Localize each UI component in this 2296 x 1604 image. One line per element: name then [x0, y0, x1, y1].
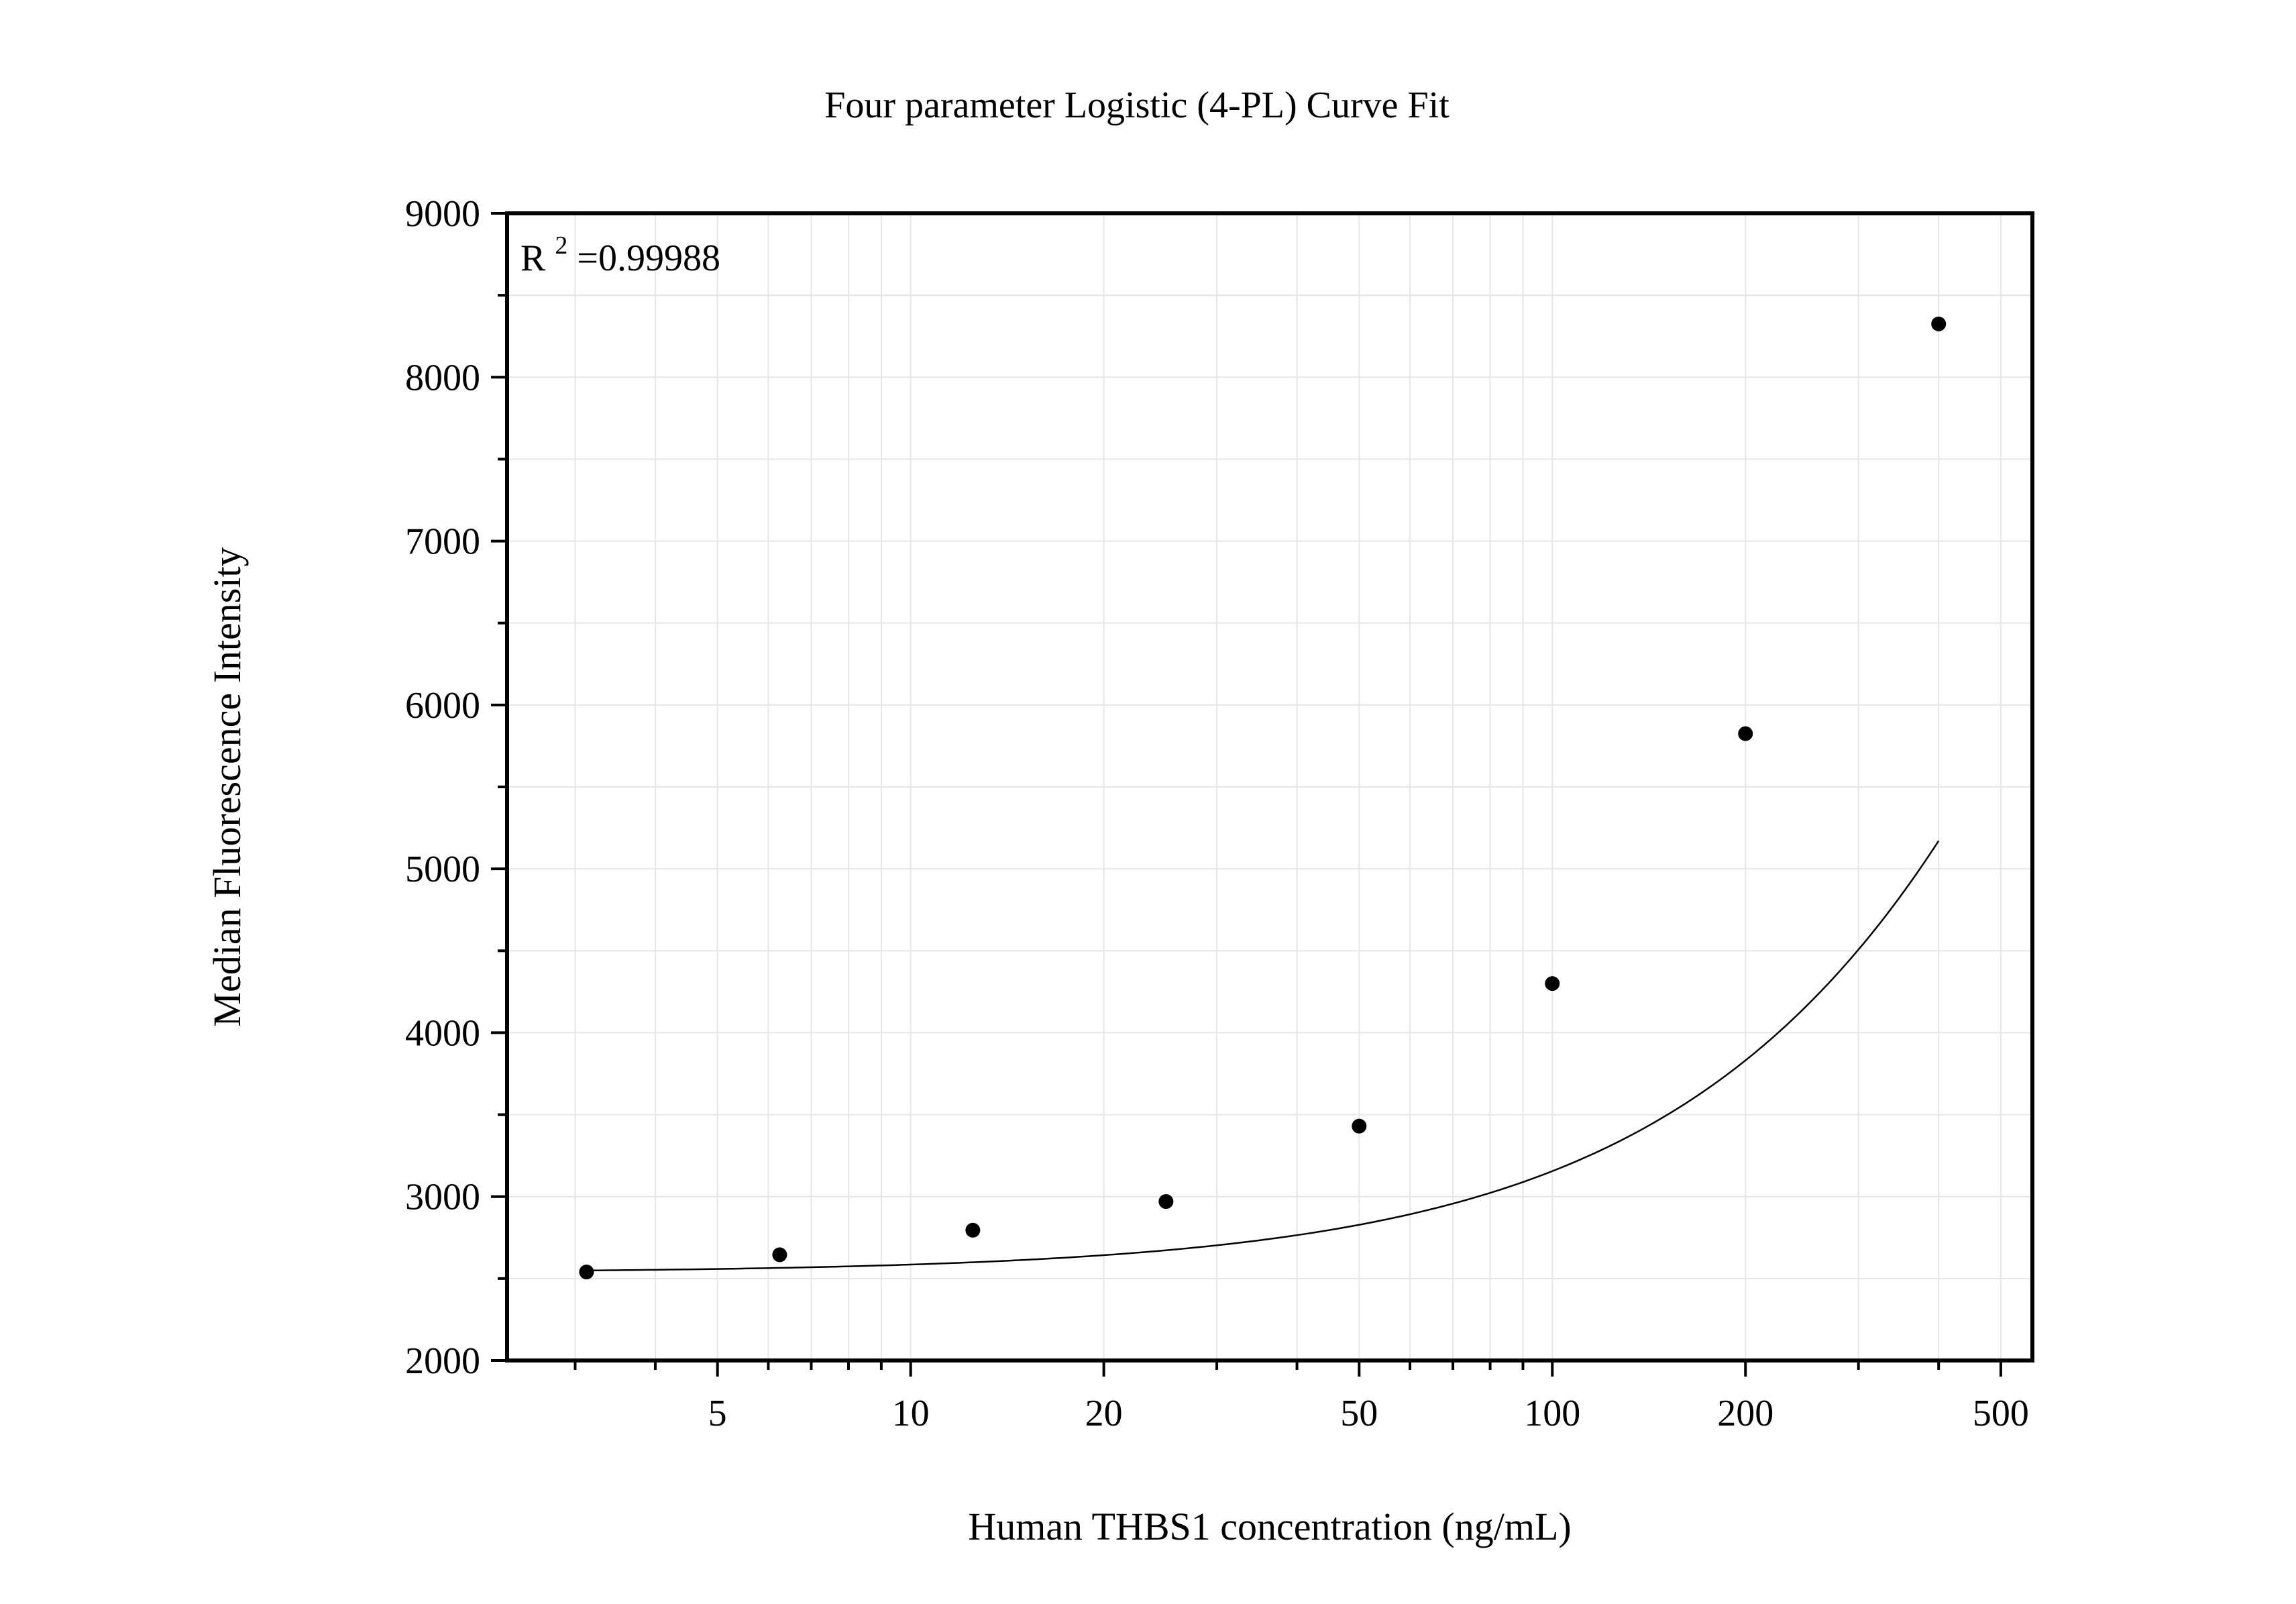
data-point — [1545, 976, 1560, 992]
r-squared-annotation: R 2 =0.99988 — [521, 221, 720, 279]
data-point — [965, 1222, 981, 1238]
grid-layer — [507, 213, 2032, 1360]
x-tick-label: 500 — [1973, 1393, 2029, 1434]
points-layer — [579, 316, 1947, 1280]
data-point — [1931, 316, 1947, 331]
x-tick-label: 200 — [1717, 1393, 1773, 1434]
y-tick-label: 4000 — [405, 1012, 480, 1054]
fit-curve — [586, 840, 1940, 1272]
data-point — [1158, 1194, 1174, 1210]
y-tick-label: 9000 — [405, 193, 480, 235]
data-point — [1738, 726, 1753, 741]
y-tick-label: 6000 — [405, 685, 480, 727]
x-tick-label: 20 — [1085, 1393, 1123, 1434]
y-tick-label: 5000 — [405, 849, 480, 890]
r-squared-value: =0.99988 — [577, 237, 720, 279]
y-tick-label: 2000 — [405, 1340, 480, 1382]
x-axis-ticks: 5 10 20 50 100 200 500 — [573, 1360, 2029, 1434]
y-tick-label: 7000 — [405, 521, 480, 563]
data-point — [579, 1265, 594, 1280]
y-axis-ticks: 2000 3000 4000 5000 6000 7000 8000 9000 — [405, 193, 507, 1382]
x-tick-label: 5 — [708, 1393, 727, 1434]
x-tick-label: 100 — [1524, 1393, 1580, 1434]
y-tick-label: 3000 — [405, 1177, 480, 1218]
fit-layer — [586, 840, 1940, 1272]
chart-title: Four parameter Logistic (4-PL) Curve Fit — [824, 85, 1450, 126]
x-tick-label: 50 — [1340, 1393, 1378, 1434]
x-axis-label: Human THBS1 concentration (ng/mL) — [968, 1505, 1571, 1548]
y-axis-label: Median Fluorescence Intensity — [205, 547, 249, 1026]
data-point — [772, 1247, 787, 1263]
x-tick-label: 10 — [892, 1393, 930, 1434]
r-squared-base: R — [521, 237, 546, 279]
r-squared-superscript: 2 — [555, 231, 567, 260]
data-point — [1352, 1118, 1367, 1134]
y-tick-label: 8000 — [405, 357, 480, 398]
